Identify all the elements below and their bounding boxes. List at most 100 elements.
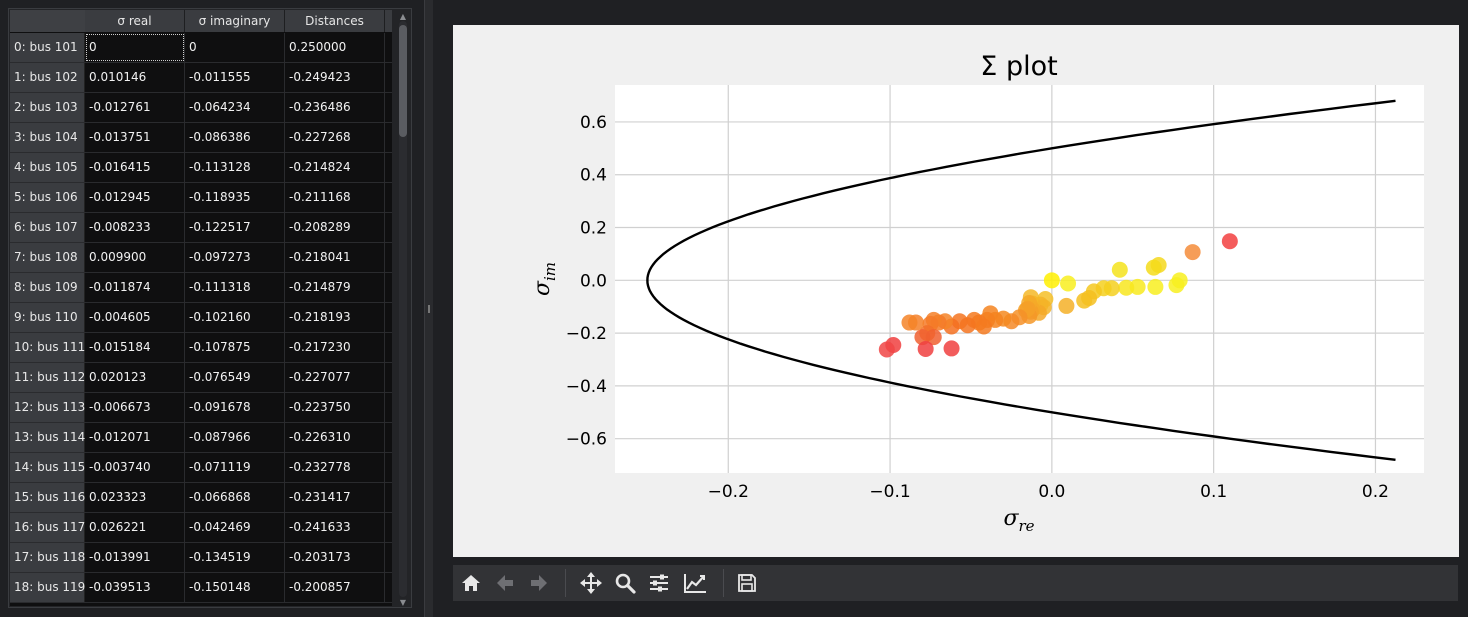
cell-sigma-real[interactable]: -0.013751 [85,123,185,152]
cell-sigma-imaginary[interactable]: -0.150148 [185,573,285,602]
row-header[interactable]: 1: bus 102 [10,63,85,92]
cell-sigma-real[interactable]: -0.015184 [85,333,185,362]
cell-sigma-imaginary[interactable]: -0.066868 [185,483,285,512]
cell-sigma-imaginary[interactable]: -0.011555 [185,63,285,92]
cell-distance[interactable]: -0.226310 [285,423,385,452]
row-header[interactable]: 11: bus 112 [10,363,85,392]
cell-sigma-real[interactable]: 0.009900 [85,243,185,272]
cell-sigma-imaginary[interactable]: -0.087966 [185,423,285,452]
row-header[interactable]: 13: bus 114 [10,423,85,452]
cell-sigma-real[interactable]: -0.004605 [85,303,185,332]
row-header[interactable]: 18: bus 119 [10,573,85,602]
table-row[interactable]: 17: bus 118 -0.013991 -0.134519 -0.203173 [10,543,392,573]
forward-button[interactable] [525,569,553,597]
edit-axes-button[interactable] [681,569,709,597]
cell-distance[interactable]: -0.217230 [285,333,385,362]
cell-sigma-imaginary[interactable]: -0.122517 [185,213,285,242]
table-row[interactable]: 9: bus 110 -0.004605 -0.102160 -0.218193 [10,303,392,333]
table-row[interactable]: 11: bus 112 0.020123 -0.076549 -0.227077 [10,363,392,393]
back-button[interactable] [491,569,519,597]
cell-sigma-real[interactable]: -0.013991 [85,543,185,572]
table-row[interactable]: 12: bus 113 -0.006673 -0.091678 -0.223750 [10,393,392,423]
table-row[interactable]: 10: bus 111 -0.015184 -0.107875 -0.217230 [10,333,392,363]
cell-sigma-real[interactable]: 0.010146 [85,63,185,92]
cell-sigma-imaginary[interactable]: -0.102160 [185,303,285,332]
row-header[interactable]: 5: bus 106 [10,183,85,212]
panel-splitter-handle[interactable] [424,0,433,617]
configure-subplots-button[interactable] [645,569,673,597]
cell-sigma-real[interactable]: -0.003740 [85,453,185,482]
row-header[interactable]: 12: bus 113 [10,393,85,422]
cell-distance[interactable]: -0.214824 [285,153,385,182]
cell-sigma-real[interactable]: 0 [85,33,185,62]
scrollbar-track[interactable] [399,21,407,597]
table-row[interactable]: 7: bus 108 0.009900 -0.097273 -0.218041 [10,243,392,273]
row-header[interactable]: 10: bus 111 [10,333,85,362]
row-header[interactable]: 4: bus 105 [10,153,85,182]
save-button[interactable] [733,569,761,597]
cell-sigma-imaginary[interactable]: -0.097273 [185,243,285,272]
cell-distance[interactable]: -0.236486 [285,93,385,122]
cell-sigma-imaginary[interactable]: -0.134519 [185,543,285,572]
cell-sigma-imaginary[interactable]: -0.071119 [185,453,285,482]
cell-sigma-imaginary[interactable]: -0.091678 [185,393,285,422]
row-header[interactable]: 8: bus 109 [10,273,85,302]
column-header-sigma-real[interactable]: σ real [85,10,185,32]
table-corner-button[interactable] [10,10,86,32]
table-row[interactable]: 5: bus 106 -0.012945 -0.118935 -0.211168 [10,183,392,213]
cell-sigma-imaginary[interactable]: -0.107875 [185,333,285,362]
cell-distance[interactable]: -0.200857 [285,573,385,602]
scroll-down-arrow-icon[interactable]: ▼ [399,598,407,607]
cell-sigma-imaginary[interactable]: -0.113128 [185,153,285,182]
row-header[interactable]: 6: bus 107 [10,213,85,242]
scroll-up-arrow-icon[interactable]: ▲ [399,12,407,21]
cell-distance[interactable]: -0.208289 [285,213,385,242]
table-row[interactable]: 1: bus 102 0.010146 -0.011555 -0.249423 [10,63,392,93]
cell-sigma-imaginary[interactable]: -0.118935 [185,183,285,212]
cell-distance[interactable]: -0.211168 [285,183,385,212]
cell-sigma-real[interactable]: -0.008233 [85,213,185,242]
cell-distance[interactable]: -0.218193 [285,303,385,332]
row-header[interactable]: 9: bus 110 [10,303,85,332]
row-header[interactable]: 16: bus 117 [10,513,85,542]
zoom-button[interactable] [611,569,639,597]
table-row[interactable]: 6: bus 107 -0.008233 -0.122517 -0.208289 [10,213,392,243]
row-header[interactable]: 15: bus 116 [10,483,85,512]
cell-sigma-real[interactable]: 0.023323 [85,483,185,512]
cell-distance[interactable]: -0.241633 [285,513,385,542]
row-header[interactable]: 2: bus 103 [10,93,85,122]
cell-distance[interactable]: -0.227268 [285,123,385,152]
cell-distance[interactable]: -0.214879 [285,273,385,302]
cell-sigma-real[interactable]: -0.039513 [85,573,185,602]
cell-sigma-real[interactable]: 0.020123 [85,363,185,392]
table-row[interactable]: 0: bus 101 0 0 0.250000 [10,33,392,63]
table-row[interactable]: 4: bus 105 -0.016415 -0.113128 -0.214824 [10,153,392,183]
table-row[interactable]: 14: bus 115 -0.003740 -0.071119 -0.232778 [10,453,392,483]
cell-distance[interactable]: -0.249423 [285,63,385,92]
cell-sigma-real[interactable]: -0.016415 [85,153,185,182]
row-header[interactable]: 17: bus 118 [10,543,85,572]
cell-distance[interactable]: -0.223750 [285,393,385,422]
row-header[interactable]: 0: bus 101 [10,33,85,62]
column-header-sigma-imaginary[interactable]: σ imaginary [185,10,285,32]
cell-sigma-imaginary[interactable]: -0.076549 [185,363,285,392]
cell-sigma-real[interactable]: -0.012761 [85,93,185,122]
sigma-scatter-chart[interactable]: −0.2 −0.1 0.0 0.1 0.2 0.6 0.4 0.2 0.0 −0.2 −0.4 −0.… [453,25,1459,557]
cell-sigma-imaginary[interactable]: 0 [185,33,285,62]
cell-sigma-real[interactable]: 0.026221 [85,513,185,542]
home-button[interactable] [457,569,485,597]
data-table[interactable]: σ real σ imaginary Distances 0: bus 101 0… [10,10,392,606]
cell-sigma-real[interactable]: -0.011874 [85,273,185,302]
cell-distance[interactable]: -0.227077 [285,363,385,392]
row-header[interactable]: 14: bus 115 [10,453,85,482]
cell-distance[interactable]: -0.232778 [285,453,385,482]
cell-sigma-imaginary[interactable]: -0.086386 [185,123,285,152]
cell-sigma-imaginary[interactable]: -0.111318 [185,273,285,302]
table-row[interactable]: 8: bus 109 -0.011874 -0.111318 -0.214879 [10,273,392,303]
cell-distance[interactable]: -0.218041 [285,243,385,272]
row-header[interactable]: 7: bus 108 [10,243,85,272]
cell-sigma-real[interactable]: -0.012071 [85,423,185,452]
table-row[interactable]: 15: bus 116 0.023323 -0.066868 -0.231417 [10,483,392,513]
table-row[interactable]: 3: bus 104 -0.013751 -0.086386 -0.227268 [10,123,392,153]
pan-button[interactable] [577,569,605,597]
